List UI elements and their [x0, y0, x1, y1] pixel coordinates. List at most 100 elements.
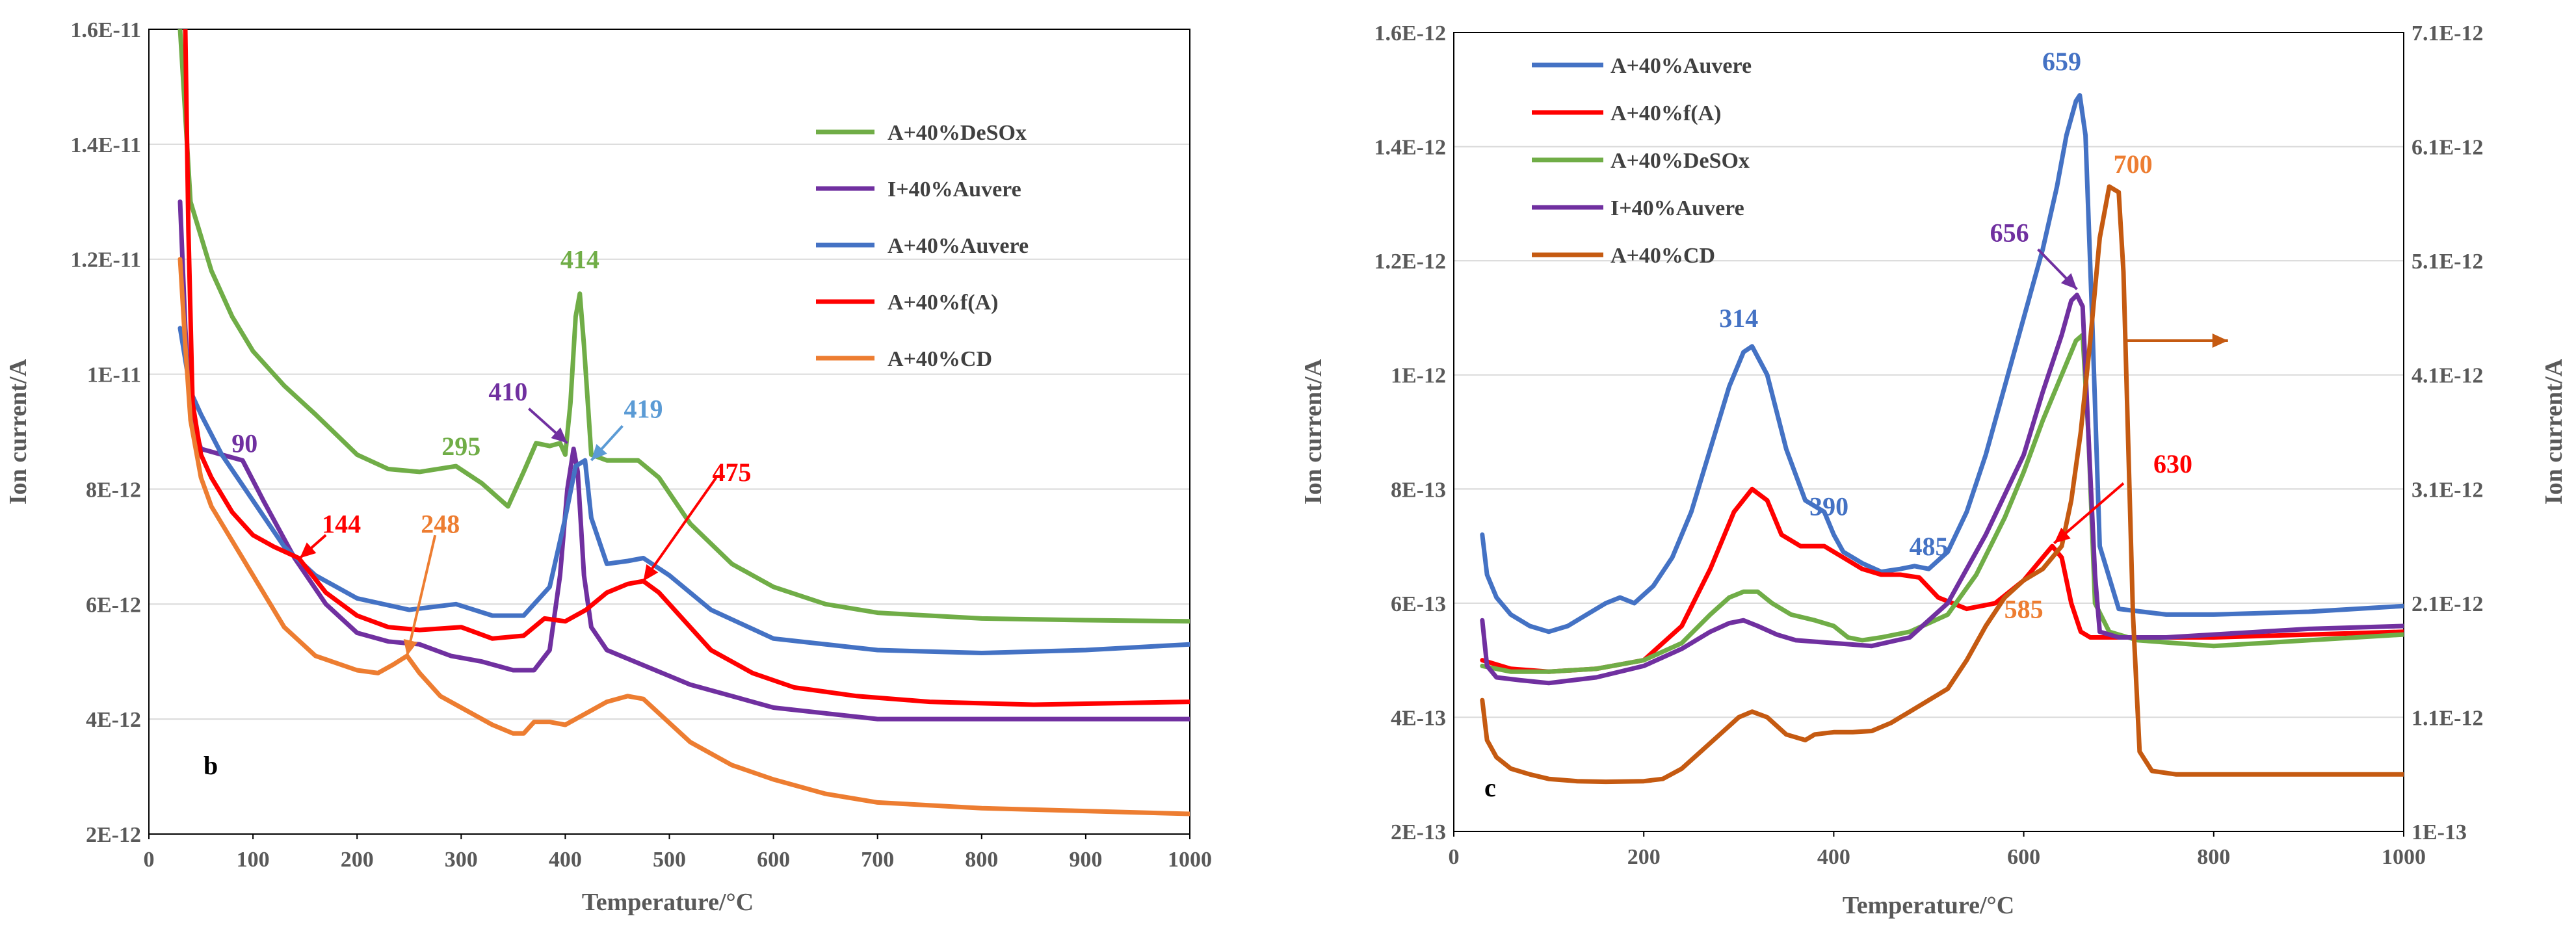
panel-c-legend-label-a-40pctauvere: A+40%Auvere [1610, 54, 1752, 78]
panel-b-arrow-0-head [551, 427, 568, 443]
panel-c-annotation-659: 659 [2042, 47, 2081, 76]
chart-panel-c: 0 200 400 600 800 1000 2E-13 4E-13 6E-13 8E-13 1E… [1300, 21, 2568, 919]
panel-b-annotation-90: 90 [231, 429, 257, 458]
panel-b-x-tick-label: 0 [144, 848, 155, 872]
panel-b-x-tick-label: 600 [757, 848, 790, 872]
panel-c-x-tick-label: 400 [1817, 845, 1850, 869]
panel-b-series-a-40pctdesox [177, 29, 1190, 624]
panel-c-x-tick-labels: 0 200 400 600 800 1000 [1449, 831, 2426, 869]
panel-b-x-tick-label: 200 [341, 848, 374, 872]
panel-b-y-tick-label: 1E-11 [87, 363, 141, 387]
panel-b-annotation-419: 419 [624, 395, 663, 424]
panel-c-x-tick-label: 0 [1449, 845, 1460, 869]
panel-c-y-tick-label: 1.6E-12 [1374, 21, 1447, 46]
panel-b-arrow-4-shaft [406, 534, 437, 657]
panel-c-annotation-314: 314 [1719, 304, 1758, 333]
panel-c-y-axis-title: Ion current/A [1300, 358, 1327, 504]
panel-c-legend: A+40%Auvere A+40%f(A) A+40%DeSOx I+40%Auver… [1532, 54, 1752, 268]
panel-b-series-a-40pctcd [177, 257, 1190, 816]
panel-b-annotation-144: 144 [322, 509, 361, 538]
panel-b-legend-label-i-40pctauvere: I+40%Auvere [887, 177, 1021, 202]
panel-c-legend-label-a-40pctcd: A+40%CD [1610, 244, 1715, 268]
panel-c-right-y-tick-label: 6.1E-12 [2412, 136, 2484, 160]
panel-c-y-tick-label: 8E-13 [1391, 478, 1446, 502]
panel-c-arrows [2037, 248, 2228, 545]
panel-b-legend: A+40%DeSOx I+40%Auvere A+40%Auvere A+40%f(A… [816, 121, 1029, 371]
panel-c-right-y-tick-label: 5.1E-12 [2412, 250, 2484, 274]
panel-b-x-tick-label: 100 [237, 848, 270, 872]
panel-b-y-tick-label: 1.4E-11 [70, 133, 141, 157]
panel-c-x-tick-label: 600 [2007, 845, 2040, 869]
panel-c-right-y-axis-title: Ion current/A [2540, 358, 2568, 504]
panel-b-x-tick-label: 500 [653, 848, 686, 872]
panel-b-y-tick-label: 1.6E-11 [70, 18, 141, 42]
panel-c-x-tick-label: 1000 [2382, 845, 2426, 869]
panel-c-arrow-1-head [2054, 527, 2071, 543]
panel-c-x-axis-title: Temperature/°C [1843, 892, 2014, 919]
panel-c-y-tick-label: 2E-13 [1391, 820, 1446, 844]
panel-b-x-tick-label: 1000 [1168, 848, 1212, 872]
panel-b-annotation-414: 414 [560, 245, 599, 274]
panel-c-arrow-0-head [2060, 273, 2077, 290]
panel-c-y-tick-label: 4E-13 [1391, 706, 1446, 730]
panel-c-x-tick-label: 800 [2197, 845, 2230, 869]
panel-c-annotation-390: 390 [1809, 492, 1848, 521]
panel-c-annotations: 659 314 390 485 700 656 630 585 [1719, 47, 2192, 624]
panel-c-label: c [1484, 773, 1496, 802]
panel-b-series-a-40pctf-a [183, 29, 1190, 707]
panel-c-annotation-485: 485 [1910, 532, 1949, 561]
panel-b-legend-label-a-40pctcd: A+40%CD [887, 347, 992, 371]
chart-panel-b: 0 100 200 300 400 500 600 700 800 900 1000 2E-12 4E… [5, 18, 1212, 916]
panel-c-gridlines [1454, 146, 2404, 718]
panel-c-series-a-40pctcd [1480, 184, 2404, 785]
panel-b-x-tick-label: 700 [861, 848, 894, 872]
panel-b-annotations: 414 295 90 410 419 144 475 248 [231, 245, 751, 539]
panel-c-y-tick-label: 1.2E-12 [1374, 250, 1447, 274]
panel-b-label: b [204, 751, 218, 780]
panel-b-y-tick-label: 8E-12 [86, 478, 141, 502]
panel-c-annotation-700: 700 [2114, 150, 2153, 179]
panel-b-x-tick-labels: 0 100 200 300 400 500 600 700 800 900 1000 [144, 834, 1212, 872]
panel-b-y-tick-label: 1.2E-11 [70, 248, 141, 272]
panel-b-annotation-475: 475 [713, 458, 752, 487]
panel-b-series-group [177, 29, 1190, 816]
panel-c-series-a-40pctauvere [1480, 93, 2404, 634]
panel-c-y-tick-label: 1E-12 [1391, 364, 1446, 388]
panel-c-annotation-656: 656 [1990, 218, 2029, 247]
panel-b-legend-label-a-40pctf-a: A+40%f(A) [887, 291, 998, 315]
panel-b-annotation-295: 295 [441, 432, 480, 461]
panel-c-right-y-tick-label: 1.1E-12 [2412, 706, 2484, 730]
panel-c-right-y-tick-labels: 1E-13 1.1E-12 2.1E-12 3.1E-12 4.1E-12 5.1E-12… [2412, 21, 2484, 844]
panel-c-y-tick-labels: 2E-13 4E-13 6E-13 8E-13 1E-12 1.2E-12 1.4E-12 1… [1374, 21, 1447, 844]
panel-b-x-axis-title: Temperature/°C [582, 889, 754, 916]
panel-b-y-axis-title: Ion current/A [5, 358, 32, 504]
panel-c-right-y-tick-label: 1E-13 [2412, 820, 2467, 844]
panel-c-y-tick-label: 1.4E-12 [1374, 136, 1447, 160]
panel-b-legend-label-a-40pctauvere: A+40%Auvere [887, 234, 1029, 258]
panel-b-annotation-410: 410 [488, 377, 527, 406]
panel-c-plot-frame [1453, 32, 2404, 832]
panel-b-arrow-3-head [643, 564, 659, 581]
panel-c-annotation-585: 585 [2004, 595, 2044, 624]
panel-b-arrows [298, 408, 718, 657]
panel-c-series-a-40pctf-a [1480, 486, 2404, 674]
panel-c-right-y-tick-label: 7.1E-12 [2412, 21, 2484, 46]
panel-b-x-tick-label: 300 [445, 848, 478, 872]
panel-c-annotation-630: 630 [2153, 449, 2192, 478]
panel-b-y-tick-labels: 2E-12 4E-12 6E-12 8E-12 1E-11 1.2E-11 1.4E-11 1… [70, 18, 141, 847]
panel-b-legend-label-a-40pctdesox: A+40%DeSOx [887, 121, 1027, 145]
panel-c-series-group [1480, 93, 2404, 785]
panel-b-x-tick-label: 400 [549, 848, 582, 872]
panel-b-arrow-4-head [403, 639, 418, 656]
panel-c-series-i-40pctauvere [1480, 293, 2404, 686]
panel-b-y-tick-label: 6E-12 [86, 593, 141, 617]
panel-c-right-y-tick-label: 2.1E-12 [2412, 592, 2484, 616]
panel-c-right-y-tick-label: 3.1E-12 [2412, 478, 2484, 502]
panel-b-x-tick-label: 900 [1069, 848, 1102, 872]
panel-c-x-tick-label: 200 [1627, 845, 1661, 869]
panel-b-annotation-248: 248 [421, 509, 460, 538]
panel-b-series-a-40pctauvere [177, 326, 1190, 655]
panel-b-series-i-40pctauvere [177, 199, 1190, 722]
panel-b-arrow-3-shaft [642, 477, 718, 582]
